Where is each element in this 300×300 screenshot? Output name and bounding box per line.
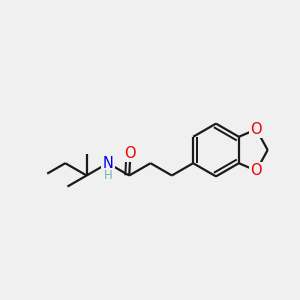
Text: N: N [103,156,113,171]
Text: O: O [250,163,262,178]
Text: H: H [104,169,112,182]
Text: O: O [124,146,136,161]
Text: O: O [250,122,262,137]
